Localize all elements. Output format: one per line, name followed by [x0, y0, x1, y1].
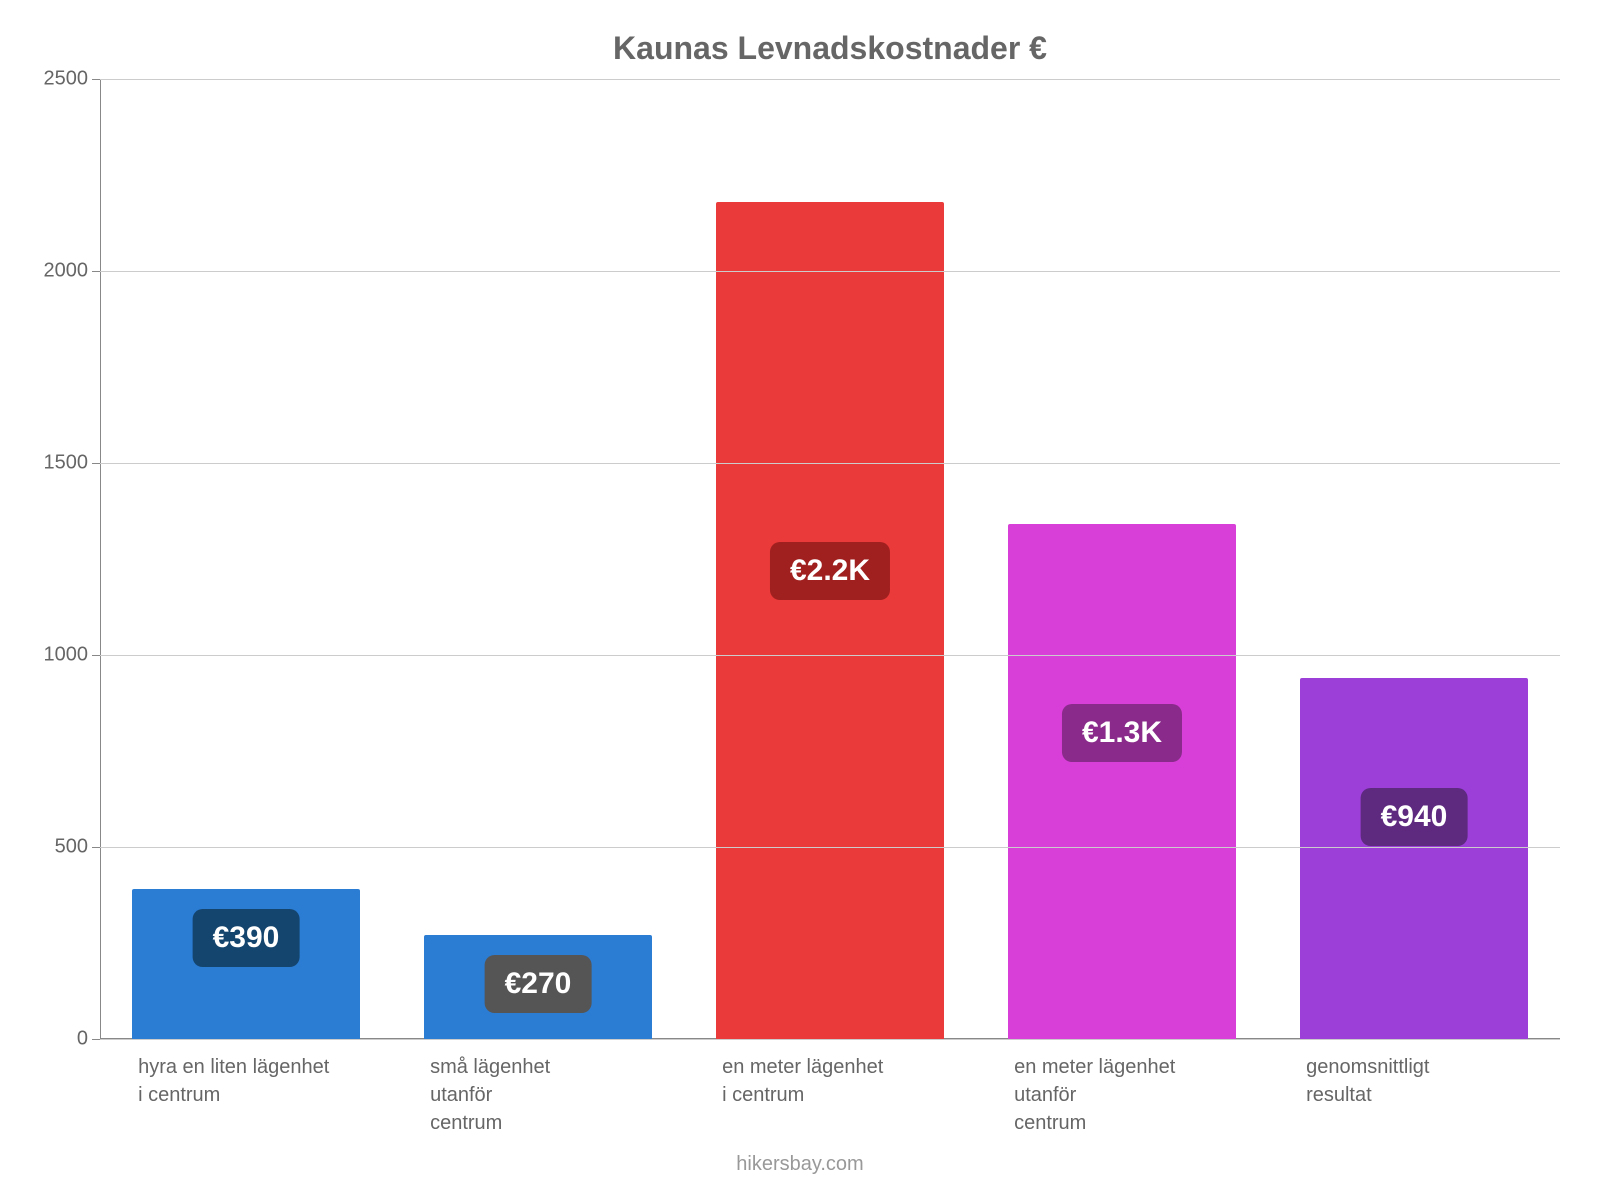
y-tick-label: 500: [55, 836, 88, 859]
x-label-slot: en meter lägenhet i centrum: [684, 1053, 976, 1137]
gridline: [100, 847, 1560, 848]
value-badge: €270: [485, 955, 592, 1013]
bars-row: €390 €270 €2.2K €1.3K €940: [100, 79, 1560, 1039]
y-tick-mark: [92, 655, 100, 656]
bar-slot: €2.2K: [684, 79, 976, 1039]
y-tick-label: 1500: [44, 452, 89, 475]
gridline: [100, 1039, 1560, 1040]
chart-container: Kaunas Levnadskostnader € €390€270€2.2K€…: [0, 0, 1600, 1200]
y-tick-label: 2000: [44, 260, 89, 283]
x-label: en meter lägenhet utanför centrum: [1014, 1053, 1175, 1137]
value-badge: €940: [1361, 788, 1468, 846]
y-tick-label: 0: [77, 1028, 88, 1051]
gridline: [100, 463, 1560, 464]
value-badge: €1.3K: [1062, 704, 1182, 762]
bar: €940: [1300, 678, 1528, 1039]
x-label: en meter lägenhet i centrum: [722, 1053, 883, 1137]
x-label-slot: små lägenhet utanför centrum: [392, 1053, 684, 1137]
gridline: [100, 271, 1560, 272]
bar: €2.2K: [716, 202, 944, 1039]
y-tick-label: 1000: [44, 644, 89, 667]
value-badge: €390: [193, 909, 300, 967]
y-tick-mark: [92, 79, 100, 80]
x-label-slot: genomsnittligt resultat: [1268, 1053, 1560, 1137]
bar-slot: €390: [100, 79, 392, 1039]
plot-area: €390€270€2.2K€1.3K€940 05001000150020002…: [100, 79, 1560, 1039]
x-label-slot: en meter lägenhet utanför centrum: [976, 1053, 1268, 1137]
y-tick-mark: [92, 847, 100, 848]
y-tick-label: 2500: [44, 68, 89, 91]
gridline: [100, 79, 1560, 80]
x-label: hyra en liten lägenhet i centrum: [138, 1053, 329, 1137]
x-label: genomsnittligt resultat: [1306, 1053, 1429, 1137]
x-label-slot: hyra en liten lägenhet i centrum: [100, 1053, 392, 1137]
y-tick-mark: [92, 1039, 100, 1040]
bar-slot: €940: [1268, 79, 1560, 1039]
bar: €390: [132, 889, 360, 1039]
chart-title: Kaunas Levnadskostnader €: [100, 30, 1560, 67]
y-tick-mark: [92, 463, 100, 464]
bar-slot: €1.3K: [976, 79, 1268, 1039]
gridline: [100, 655, 1560, 656]
x-axis-labels: hyra en liten lägenhet i centrum små läge…: [100, 1053, 1560, 1137]
value-badge: €2.2K: [770, 542, 890, 600]
x-label: små lägenhet utanför centrum: [430, 1053, 550, 1137]
y-tick-mark: [92, 271, 100, 272]
credit-text: hikersbay.com: [0, 1153, 1600, 1176]
bar: €270: [424, 935, 652, 1039]
bar-slot: €270: [392, 79, 684, 1039]
bar: €1.3K: [1008, 524, 1236, 1039]
